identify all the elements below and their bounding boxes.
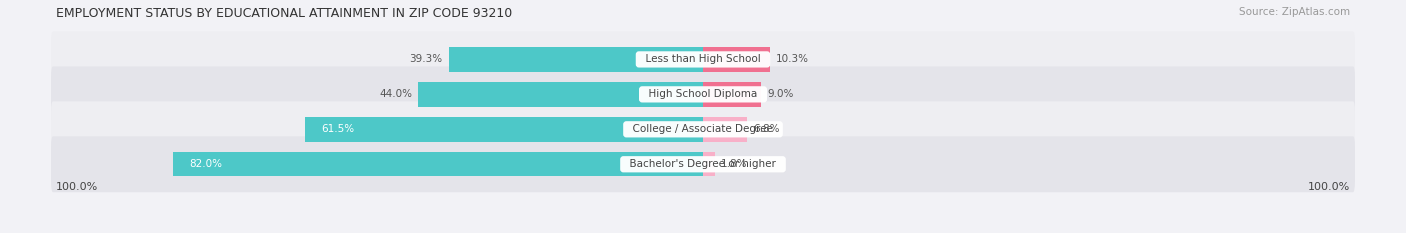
Text: High School Diploma: High School Diploma [643,89,763,99]
Text: 9.0%: 9.0% [768,89,794,99]
FancyBboxPatch shape [51,31,1355,87]
Text: EMPLOYMENT STATUS BY EDUCATIONAL ATTAINMENT IN ZIP CODE 93210: EMPLOYMENT STATUS BY EDUCATIONAL ATTAINM… [56,7,513,20]
Text: 82.0%: 82.0% [188,159,222,169]
Text: 1.8%: 1.8% [721,159,748,169]
Bar [703,152,714,177]
Bar [703,47,769,72]
Text: 44.0%: 44.0% [380,89,412,99]
Text: 6.8%: 6.8% [754,124,780,134]
Text: 10.3%: 10.3% [776,55,808,64]
FancyBboxPatch shape [51,136,1355,192]
Text: Bachelor's Degree or higher: Bachelor's Degree or higher [623,159,783,169]
Bar [449,47,703,72]
Bar [305,117,703,142]
Text: Less than High School: Less than High School [638,55,768,64]
Text: 61.5%: 61.5% [322,124,354,134]
Text: 100.0%: 100.0% [1308,182,1350,192]
Bar [173,152,703,177]
Text: 100.0%: 100.0% [56,182,98,192]
Text: 39.3%: 39.3% [409,55,443,64]
Bar [419,82,703,107]
Text: Source: ZipAtlas.com: Source: ZipAtlas.com [1239,7,1350,17]
FancyBboxPatch shape [51,66,1355,122]
Bar [703,82,761,107]
Text: College / Associate Degree: College / Associate Degree [626,124,780,134]
Bar [703,117,747,142]
FancyBboxPatch shape [51,101,1355,157]
